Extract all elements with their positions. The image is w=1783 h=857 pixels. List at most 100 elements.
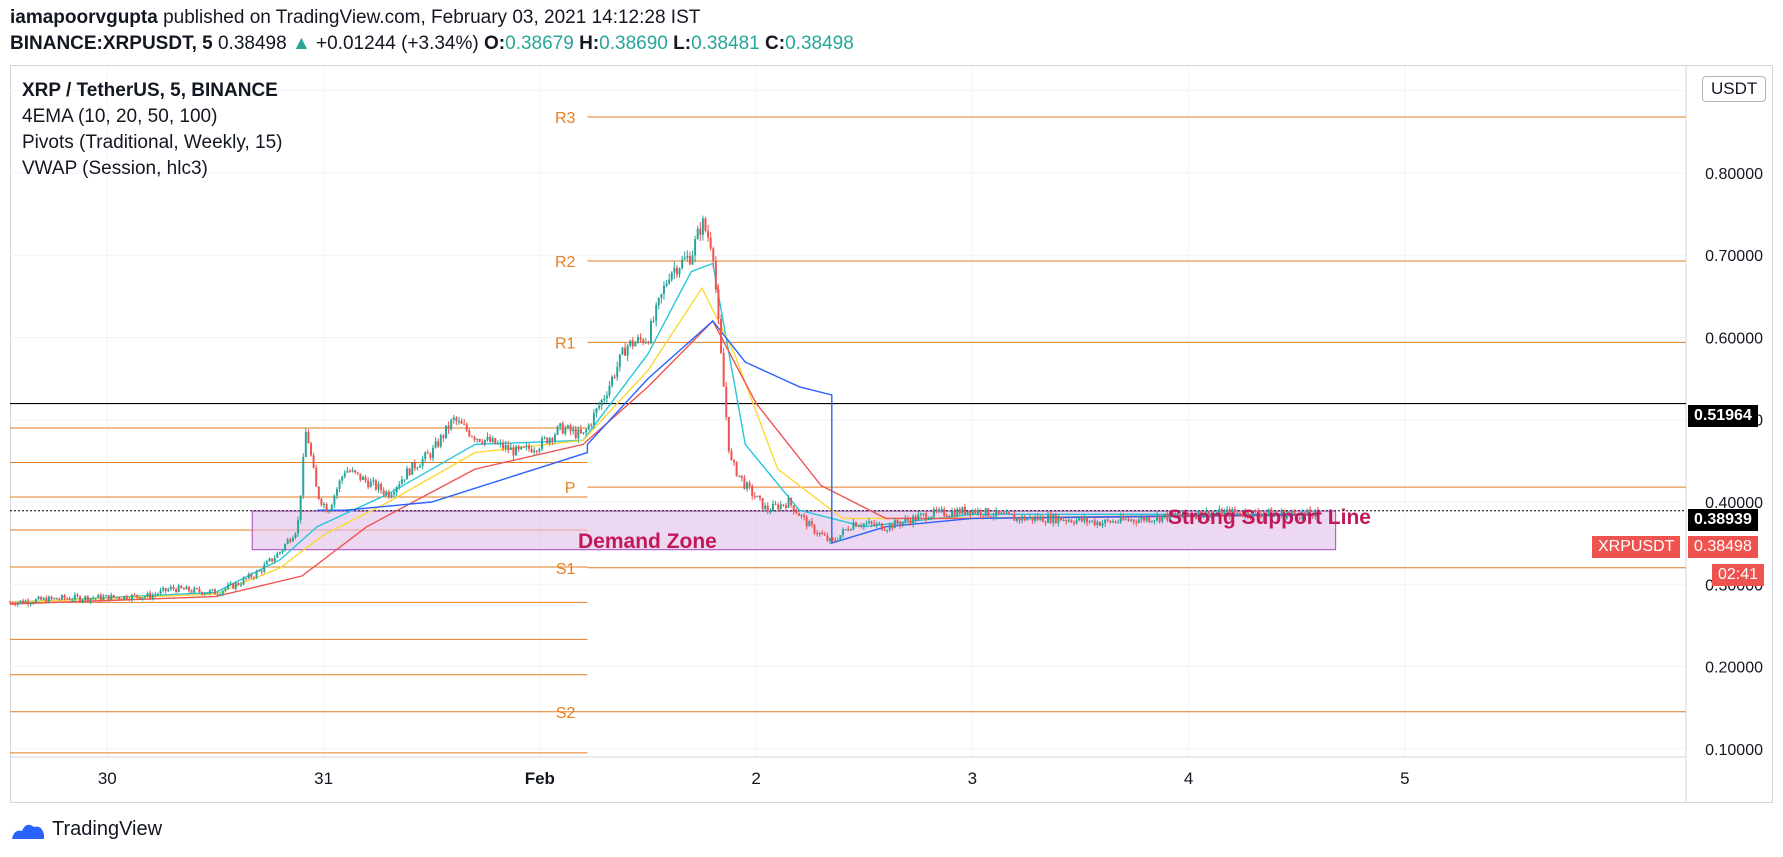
candle-body-195 <box>515 446 518 456</box>
legend-ema[interactable]: 4EMA (10, 20, 50, 100) <box>22 106 218 127</box>
candle-body-235 <box>618 354 621 367</box>
candle-body-475 <box>1241 515 1244 517</box>
candle-body-405 <box>1060 516 1063 521</box>
time-tick-3: 2 <box>751 769 760 788</box>
candle-body-264 <box>694 239 697 256</box>
candle-body-379 <box>992 516 995 518</box>
candle-body-178 <box>470 436 473 438</box>
candle-body-12 <box>40 596 43 600</box>
candle-body-392 <box>1026 518 1029 521</box>
candle-body-153 <box>406 468 409 480</box>
currency-selector[interactable]: USDT <box>1702 76 1767 102</box>
candle-body-121 <box>323 503 326 505</box>
candle-body-267 <box>701 218 704 235</box>
candle-body-425 <box>1111 521 1114 523</box>
candle-body-332 <box>870 521 873 524</box>
price-tick-3: 0.40000 <box>1705 495 1763 512</box>
close-value: 0.38498 <box>785 33 854 54</box>
candle-body-63 <box>172 586 175 589</box>
candle-body-3 <box>16 602 19 605</box>
candle-body-402 <box>1052 514 1055 523</box>
candle-body-93 <box>250 574 253 578</box>
candle-body-91 <box>245 578 248 580</box>
candle-body-361 <box>945 515 948 517</box>
time-tick-2: Feb <box>525 769 555 788</box>
candle-body-496 <box>1296 514 1299 519</box>
candle-body-256 <box>673 267 676 273</box>
candle-body-373 <box>976 509 979 514</box>
candle-body-261 <box>686 255 689 258</box>
tradingview-brand[interactable]: TradingView <box>10 818 162 841</box>
candle-body-443 <box>1158 515 1161 522</box>
candle-body-59 <box>162 587 165 591</box>
candle-body-81 <box>219 594 222 596</box>
candle-body-92 <box>247 574 250 579</box>
candle-body-231 <box>608 385 611 396</box>
candle-body-188 <box>496 443 499 445</box>
candle-body-430 <box>1124 519 1127 521</box>
candle-body-35 <box>99 594 102 600</box>
candle-body-48 <box>133 594 136 596</box>
candle-body-461 <box>1205 511 1208 517</box>
candle-body-139 <box>369 481 372 488</box>
candle-body-497 <box>1298 518 1301 520</box>
pivot-label-r3: R3 <box>555 110 576 127</box>
candle-body-211 <box>556 426 559 435</box>
candle-body-454 <box>1187 514 1190 516</box>
legend-pivots[interactable]: Pivots (Traditional, Weekly, 15) <box>22 132 283 153</box>
candle-body-394 <box>1031 516 1034 521</box>
tradingview-logo-icon <box>12 824 44 839</box>
candle-body-209 <box>551 438 554 441</box>
legend-title[interactable]: XRP / TetherUS, 5, BINANCE <box>22 80 278 101</box>
candle-body-410 <box>1072 522 1075 524</box>
candle-body-281 <box>738 475 741 477</box>
candle-body-196 <box>517 446 520 450</box>
pivot-label-p: P <box>565 480 576 497</box>
time-tick-6: 5 <box>1400 769 1409 788</box>
candle-body-227 <box>598 405 601 409</box>
candle-body-41 <box>115 597 118 599</box>
candle-body-401 <box>1049 515 1052 523</box>
candle-body-338 <box>886 529 889 531</box>
candle-body-7 <box>27 600 30 605</box>
candle-body-435 <box>1137 519 1140 523</box>
candle-body-170 <box>450 419 453 430</box>
candle-body-241 <box>634 342 637 347</box>
candle-body-103 <box>276 553 279 558</box>
candle-body-434 <box>1135 521 1138 523</box>
candle-body-326 <box>855 522 858 527</box>
candle-body-166 <box>439 435 442 447</box>
candle-body-64 <box>175 588 178 593</box>
candle-body-271 <box>712 248 715 262</box>
candle-body-504 <box>1316 510 1319 512</box>
legend-vwap[interactable]: VWAP (Session, hlc3) <box>22 158 208 179</box>
candle-body-72 <box>195 587 198 589</box>
candle-body-298 <box>782 504 785 506</box>
candle-body-329 <box>862 523 865 527</box>
candle-body-460 <box>1202 516 1205 519</box>
candle-body-285 <box>748 482 751 487</box>
candle-body-375 <box>982 515 985 517</box>
candle-body-57 <box>156 593 159 595</box>
candle-body-347 <box>909 520 912 525</box>
candle-body-119 <box>317 486 320 499</box>
candle-body-149 <box>395 487 398 493</box>
candle-body-11 <box>37 596 40 600</box>
candle-body-280 <box>735 462 738 477</box>
candle-body-471 <box>1231 509 1234 517</box>
candle-body-478 <box>1249 516 1252 518</box>
candle-body-319 <box>836 540 839 542</box>
candle-body-4 <box>19 600 22 603</box>
candle-body-85 <box>229 583 232 585</box>
candle-body-55 <box>151 595 154 599</box>
candle-body-268 <box>704 218 707 231</box>
candle-body-305 <box>800 515 803 517</box>
candle-body-442 <box>1156 515 1159 521</box>
candle-body-431 <box>1127 519 1130 521</box>
author-name[interactable]: iamapoorvgupta <box>10 7 158 28</box>
candle-body-221 <box>582 432 585 434</box>
candle-body-323 <box>847 529 850 531</box>
candle-body-156 <box>413 461 416 469</box>
candle-body-490 <box>1280 510 1283 515</box>
